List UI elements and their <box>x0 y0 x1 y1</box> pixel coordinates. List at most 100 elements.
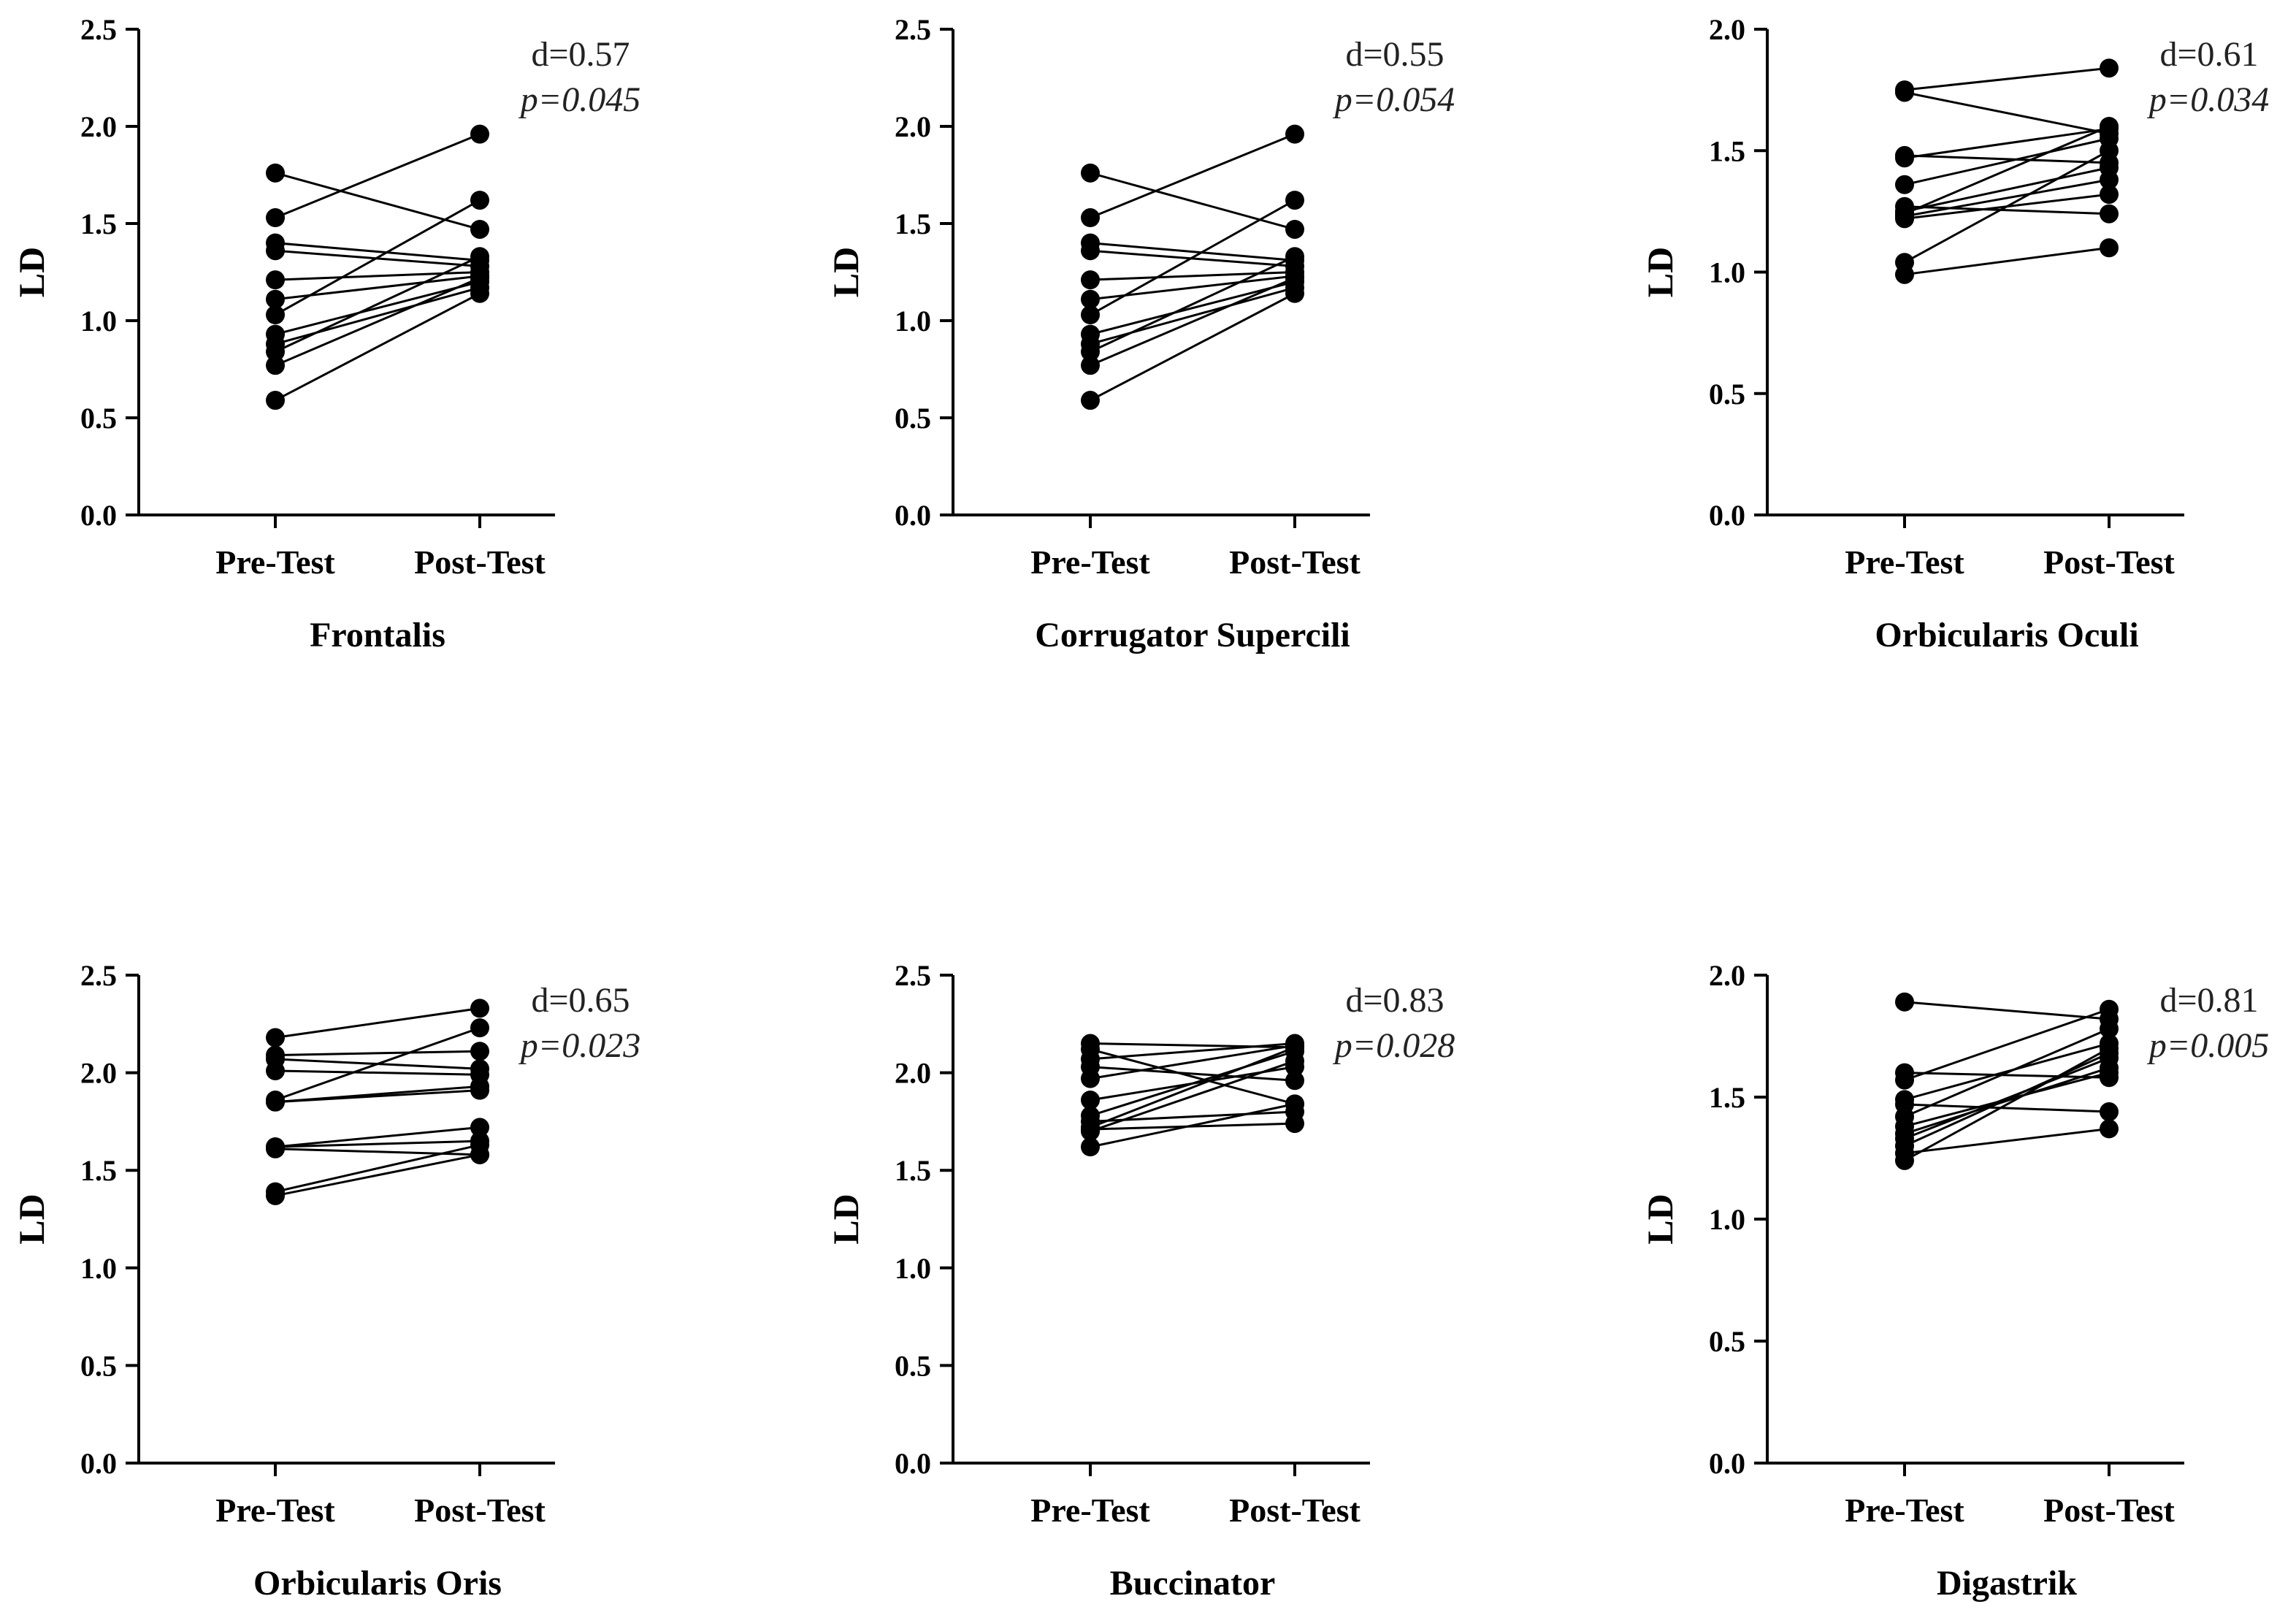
x-tick-label: Post-Test <box>414 543 546 581</box>
post-test-point <box>470 999 489 1018</box>
pair-line <box>1904 205 2110 215</box>
post-test-point <box>2100 170 2119 190</box>
pre-test-point <box>1895 1150 1914 1170</box>
y-tick-label: 0.0 <box>1709 1447 1745 1480</box>
post-test-point <box>2100 141 2119 161</box>
y-tick-label: 2.5 <box>895 959 931 992</box>
y-tick-label: 0.0 <box>895 1447 931 1480</box>
effect-size-label: d=0.55 <box>1345 35 1444 74</box>
y-axis-title: LD <box>1639 1194 1680 1244</box>
pair-line <box>275 1007 481 1039</box>
pair-line <box>275 1050 481 1057</box>
post-test-point <box>1285 247 1304 267</box>
y-tick-label: 1.0 <box>1709 256 1745 289</box>
y-tick-label: 2.0 <box>1709 13 1745 46</box>
pre-test-point <box>266 391 285 411</box>
post-test-point <box>470 247 489 267</box>
chart-panel-5: 0.0 0.5 1.0 1.5 2.0 2.5 Pre-Test Post-Test LD Buc… <box>825 959 1455 1603</box>
p-value-label: p=0.023 <box>518 1026 640 1065</box>
pair-line <box>1090 1046 1296 1129</box>
pair-line <box>1090 1042 1296 1061</box>
effect-size-label: d=0.61 <box>2159 35 2258 74</box>
pair-line <box>1090 1066 1296 1082</box>
y-tick-label: 0.0 <box>80 1447 117 1480</box>
pre-test-point <box>266 1028 285 1047</box>
pair-line <box>1090 1048 1296 1105</box>
y-axis-title: LD <box>825 247 866 297</box>
pre-test-point <box>1895 264 1914 284</box>
post-test-point <box>470 283 489 303</box>
y-tick-label: 0.0 <box>1709 499 1745 532</box>
p-value-label: p=0.005 <box>2147 1026 2269 1065</box>
pair-line <box>1904 1057 2110 1140</box>
pre-test-point <box>1081 1137 1100 1157</box>
post-test-point <box>470 1018 489 1038</box>
pair-line <box>275 1144 481 1194</box>
y-tick-label: 1.5 <box>895 1154 931 1187</box>
pair-line <box>1090 199 1296 316</box>
pair-line <box>1090 1102 1296 1148</box>
y-axis-title: LD <box>11 1194 52 1244</box>
chart-title: Orbicularis Oris <box>253 1564 502 1603</box>
y-tick-label: 1.5 <box>80 207 117 240</box>
effect-size-label: d=0.83 <box>1345 981 1444 1020</box>
pair-line <box>1090 242 1296 262</box>
x-tick-label: Post-Test <box>2043 1492 2175 1529</box>
pre-test-point <box>266 241 285 261</box>
y-tick-label: 2.5 <box>80 13 117 46</box>
pre-test-point <box>1081 305 1100 325</box>
pair-line <box>1904 1127 2110 1155</box>
pre-test-point <box>1895 209 1914 229</box>
pair-line <box>275 1069 481 1076</box>
pair-line <box>1904 178 2110 218</box>
y-tick-label: 2.0 <box>895 110 931 143</box>
chart-title: Corrugator Supercili <box>1035 616 1350 654</box>
pre-test-point <box>1081 356 1100 375</box>
post-test-point <box>470 1118 489 1137</box>
post-test-point <box>2100 1039 2119 1058</box>
post-test-point <box>2100 1102 2119 1122</box>
post-test-point <box>1285 1114 1304 1134</box>
pre-test-point <box>1081 241 1100 261</box>
x-tick-label: Pre-Test <box>1030 1492 1150 1529</box>
y-tick-label: 0.5 <box>895 1349 931 1382</box>
pair-line <box>275 1026 481 1102</box>
y-axis-title: LD <box>825 1194 866 1244</box>
pair-line <box>1904 246 2110 276</box>
y-tick-label: 1.5 <box>1709 1081 1745 1114</box>
y-tick-label: 0.5 <box>80 1349 117 1382</box>
p-value-label: p=0.034 <box>2147 80 2269 119</box>
y-tick-label: 2.5 <box>80 959 117 992</box>
x-tick-label: Post-Test <box>414 1492 546 1529</box>
pair-line <box>1904 66 2110 91</box>
x-tick-label: Pre-Test <box>1845 1492 1964 1529</box>
post-test-point <box>1285 268 1304 288</box>
x-tick-label: Pre-Test <box>215 543 335 581</box>
y-axis-title: LD <box>11 247 52 297</box>
chart-panel-1: 0.0 0.5 1.0 1.5 2.0 2.5 Pre-Test Post-Test LD Fro… <box>11 13 640 654</box>
y-tick-label: 0.5 <box>1709 1325 1745 1358</box>
post-test-point <box>1285 283 1304 303</box>
chart-title: Frontalis <box>310 616 445 654</box>
pair-line <box>275 242 481 262</box>
pre-test-point <box>1081 1091 1100 1110</box>
pre-test-point <box>1081 289 1100 309</box>
pre-test-point <box>266 1092 285 1112</box>
y-tick-label: 2.0 <box>80 1057 117 1090</box>
pair-line <box>275 1153 481 1197</box>
pair-line <box>1904 1042 2110 1101</box>
p-value-label: p=0.045 <box>518 80 640 119</box>
y-tick-label: 2.5 <box>895 13 931 46</box>
pre-test-point <box>266 305 285 325</box>
y-tick-label: 2.0 <box>80 110 117 143</box>
pair-line <box>1904 1008 2110 1082</box>
post-test-point <box>2100 204 2119 224</box>
pre-test-point <box>1895 148 1914 168</box>
post-test-point <box>470 1042 489 1061</box>
post-test-point <box>2100 1119 2119 1139</box>
x-tick-label: Pre-Test <box>215 1492 335 1529</box>
p-value-label: p=0.028 <box>1333 1026 1455 1065</box>
pair-line <box>1904 125 2110 215</box>
pre-test-point <box>1895 992 1914 1012</box>
